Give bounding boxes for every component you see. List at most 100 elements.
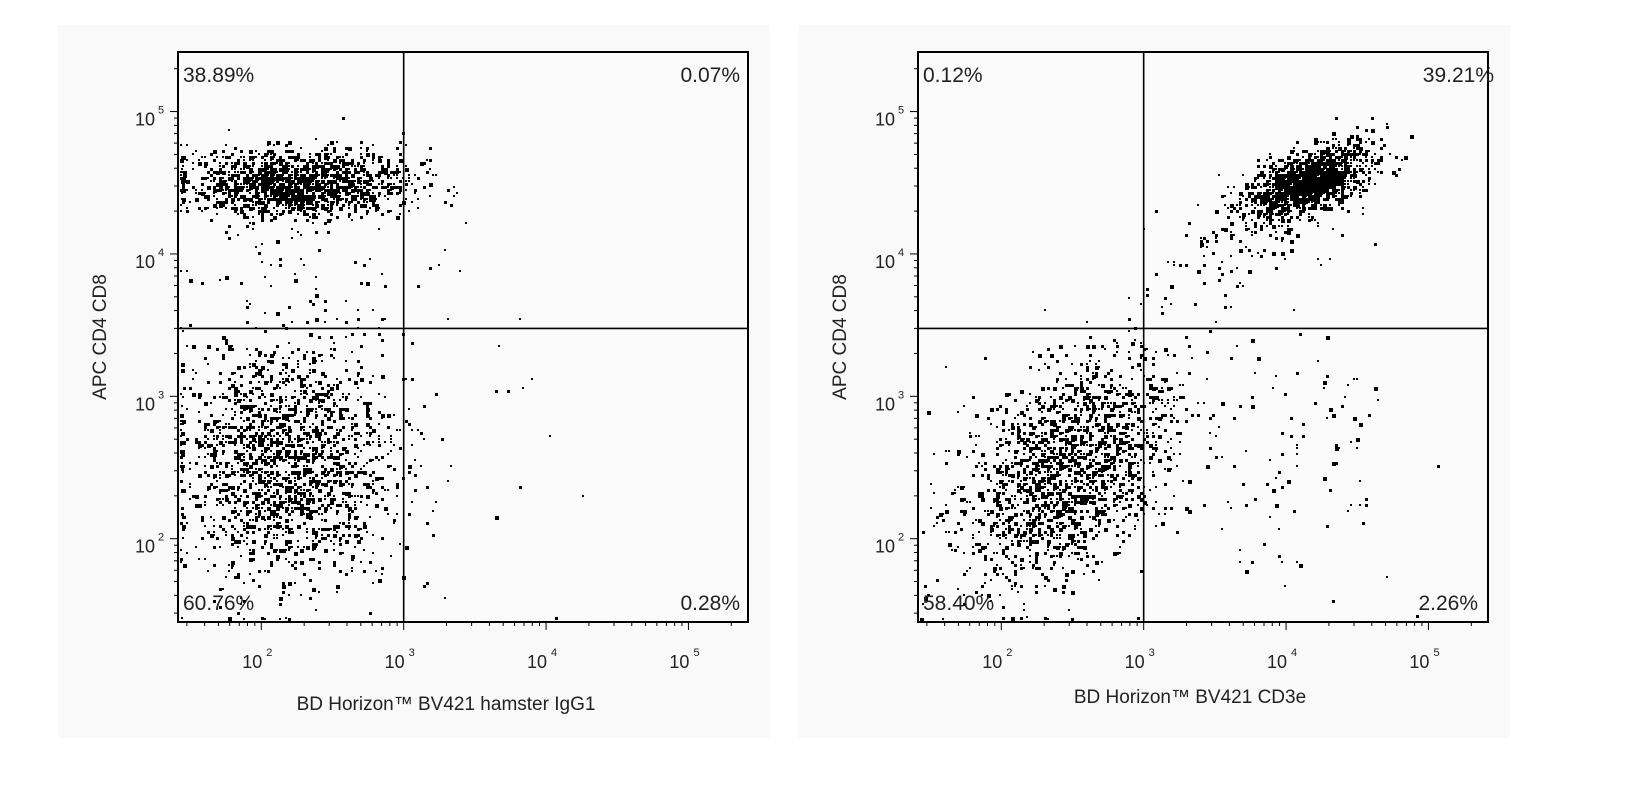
event-dot	[1329, 177, 1332, 180]
event-dot	[324, 483, 328, 487]
event-dot	[1311, 183, 1315, 187]
event-dot	[234, 387, 238, 391]
event-dot	[252, 186, 255, 189]
event-dot	[240, 375, 243, 378]
event-dot	[363, 198, 366, 201]
event-dot	[336, 474, 338, 476]
event-dot	[195, 198, 199, 202]
event-dot	[396, 495, 398, 497]
event-dot	[231, 534, 234, 537]
event-dot	[357, 534, 360, 537]
event-dot	[318, 156, 321, 159]
event-dot	[291, 456, 294, 459]
event-dot	[270, 264, 272, 266]
event-dot	[255, 180, 258, 183]
event-dot	[1206, 246, 1208, 248]
event-dot	[315, 204, 319, 208]
event-dot	[363, 522, 366, 525]
event-dot	[291, 408, 294, 411]
event-dot	[186, 189, 188, 191]
event-dot	[372, 186, 375, 189]
event-dot	[327, 408, 331, 412]
x-tick-exponent: 4	[551, 647, 557, 659]
event-dot	[270, 525, 272, 527]
event-dot	[342, 483, 345, 486]
event-dot	[303, 264, 305, 266]
event-dot	[333, 561, 336, 564]
event-dot	[1326, 141, 1328, 143]
event-dot	[1290, 174, 1294, 178]
event-dot	[288, 435, 291, 438]
event-dot	[303, 165, 306, 168]
event-dot	[366, 483, 370, 487]
event-dot	[309, 195, 312, 198]
event-dot	[324, 171, 327, 174]
event-dot	[276, 201, 280, 205]
event-dot	[285, 201, 288, 204]
event-dot	[315, 474, 318, 477]
event-dot	[261, 426, 263, 428]
event-dot	[255, 432, 257, 434]
event-dot	[393, 414, 395, 416]
event-dot	[255, 177, 259, 181]
event-dot	[363, 333, 366, 336]
event-dot	[330, 414, 333, 417]
event-dot	[291, 507, 293, 509]
event-dot	[339, 471, 342, 474]
event-dot	[321, 180, 324, 183]
event-dot	[369, 207, 371, 209]
event-dot	[255, 441, 257, 443]
event-dot	[435, 501, 437, 503]
event-dot	[366, 486, 369, 489]
event-dot	[237, 546, 239, 548]
event-dot	[354, 168, 357, 171]
event-dot	[339, 570, 342, 573]
event-dot	[213, 195, 215, 197]
event-dot	[273, 435, 275, 437]
event-dot	[258, 198, 261, 201]
event-dot	[231, 561, 235, 565]
y-tick-exponent: 4	[158, 247, 164, 259]
event-dot	[252, 579, 255, 582]
event-dot	[351, 570, 353, 572]
event-dot	[249, 552, 252, 555]
event-dot	[213, 474, 217, 478]
event-dot	[279, 597, 283, 601]
event-dot	[204, 558, 206, 560]
event-dot	[1239, 201, 1242, 204]
event-dot	[336, 171, 339, 174]
event-dot	[318, 567, 321, 570]
event-dot	[429, 159, 432, 162]
event-dot	[315, 189, 318, 192]
event-dot	[240, 483, 242, 485]
event-dot	[297, 456, 299, 458]
event-dot	[255, 504, 258, 507]
event-dot	[351, 162, 354, 165]
event-dot	[1332, 147, 1334, 149]
event-dot	[459, 270, 461, 272]
event-dot	[363, 525, 367, 529]
event-dot	[399, 192, 401, 194]
event-dot	[1302, 168, 1304, 170]
event-dot	[249, 408, 253, 412]
event-dot	[276, 432, 279, 435]
event-dot	[339, 417, 342, 420]
event-dot	[222, 450, 225, 453]
event-dot	[1290, 216, 1293, 219]
event-dot	[285, 144, 288, 147]
event-dot	[261, 471, 263, 473]
event-dot	[1266, 225, 1268, 227]
event-dot	[1341, 207, 1344, 210]
event-dot	[405, 546, 409, 550]
event-dot	[201, 192, 205, 196]
event-dot	[1332, 132, 1336, 136]
event-dot	[297, 501, 300, 504]
event-dot	[228, 486, 231, 489]
event-dot	[315, 177, 317, 179]
event-dot	[198, 456, 200, 458]
event-dot	[321, 399, 324, 402]
event-dot	[1275, 174, 1278, 177]
event-dot	[303, 195, 306, 198]
event-dot	[333, 402, 336, 405]
event-dot	[291, 228, 293, 230]
